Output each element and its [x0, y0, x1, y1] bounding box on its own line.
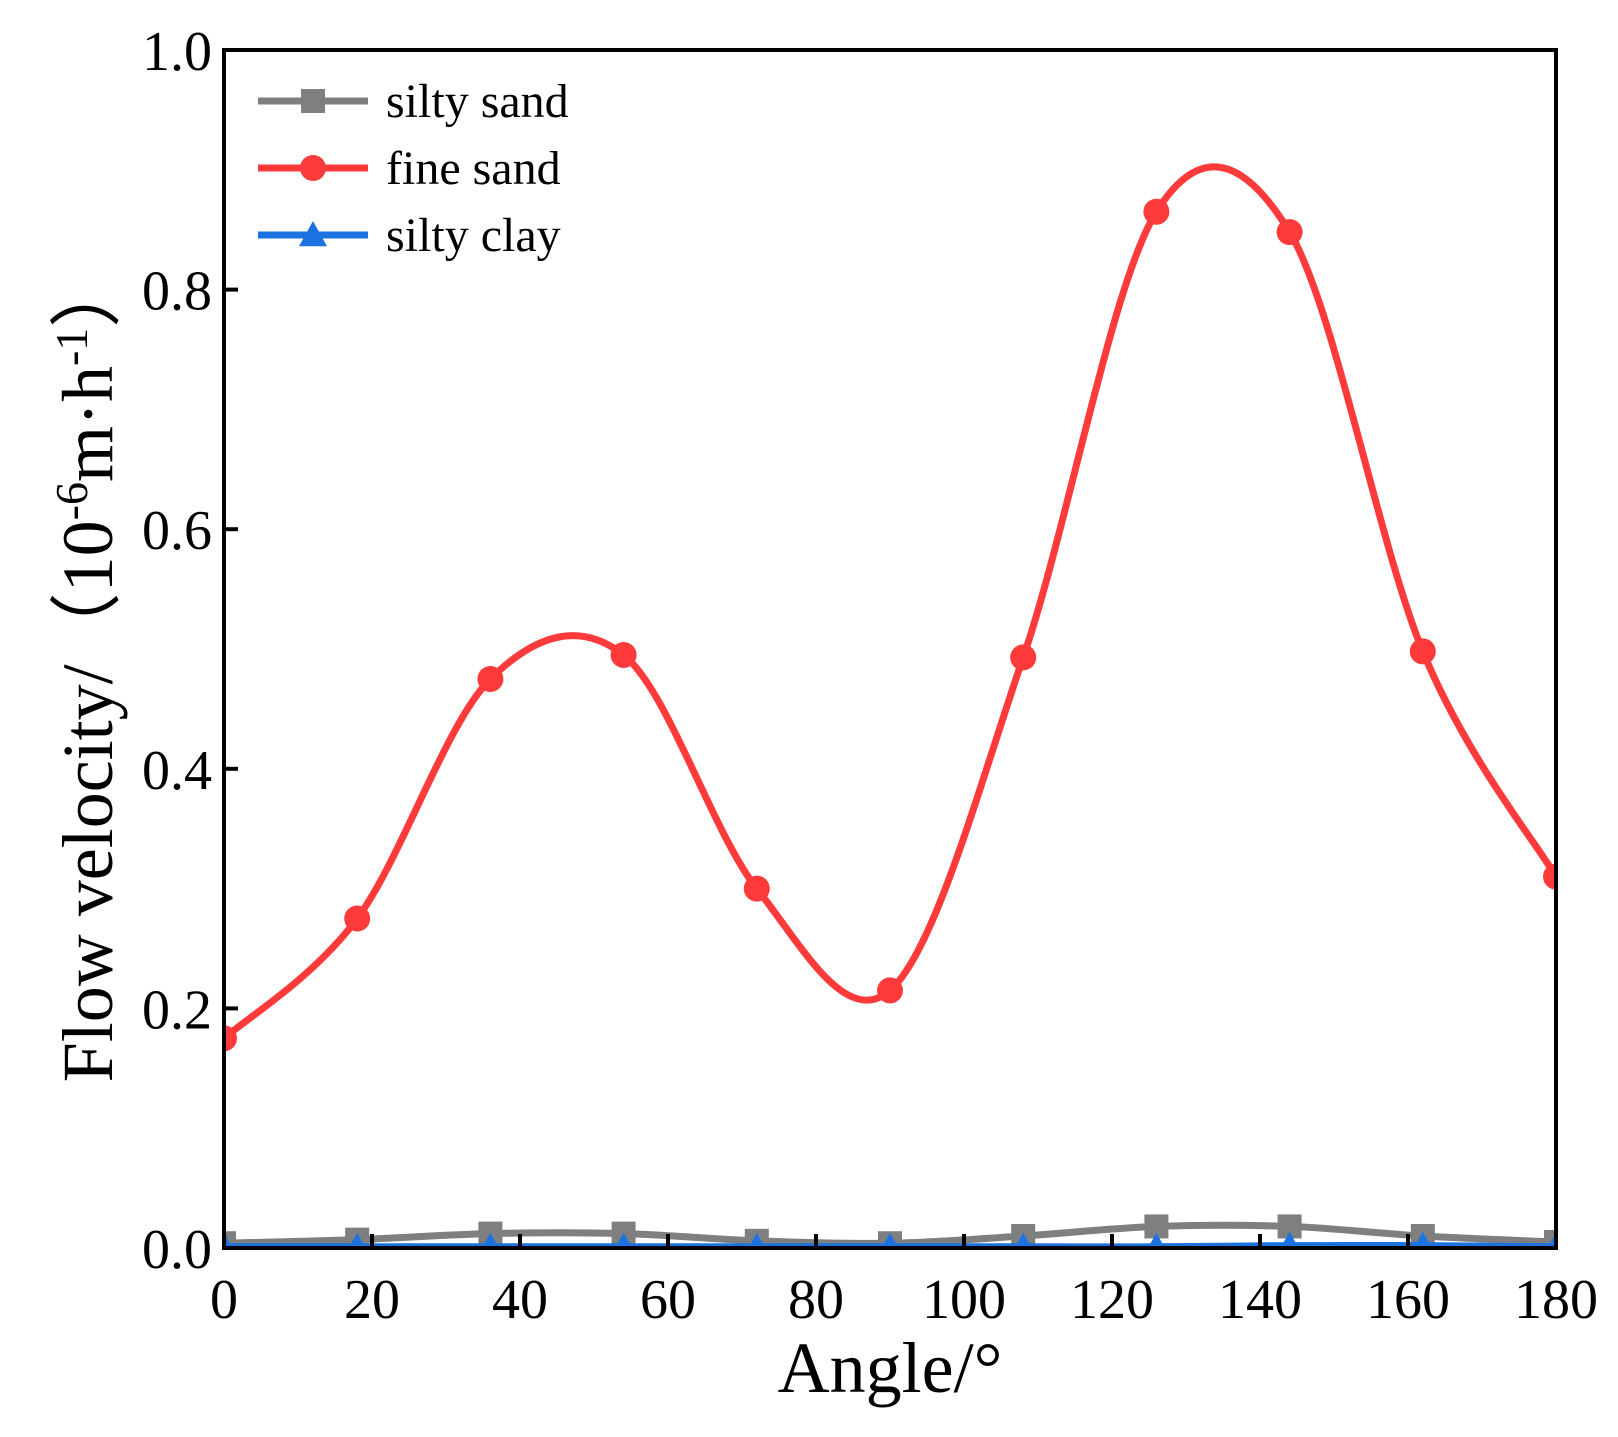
y-axis-title-main: Flow velocity/（10: [48, 520, 128, 1082]
legend: silty sand fine sand silty clay: [258, 75, 569, 262]
y-axis-title-exp2: -1: [46, 328, 97, 366]
y-tick-label: 1.0: [142, 21, 212, 83]
x-tick-label: 20: [344, 1269, 400, 1331]
data-point-silty-clay: [1413, 1231, 1432, 1248]
data-point-fine-sand: [610, 641, 637, 668]
series-layer: [224, 163, 1556, 1248]
data-point-fine-sand: [1010, 644, 1037, 671]
data-point-fine-sand: [743, 875, 770, 902]
data-point-silty-clay: [1147, 1232, 1165, 1248]
y-tick-label: 0.6: [142, 500, 212, 562]
y-axis-ticks: 0.0 0.2 0.4 0.6 0.8 1.0: [142, 21, 238, 1281]
x-tick-label: 100: [922, 1269, 1006, 1331]
data-point-silty-clay: [881, 1232, 899, 1248]
y-axis-title: Flow velocity/（10-6m·h-1）: [46, 256, 129, 1083]
data-point-fine-sand: [1143, 198, 1170, 225]
x-tick-label: 0: [210, 1269, 238, 1331]
y-axis-title-unit: m·h: [48, 366, 128, 482]
data-point-silty-clay: [1280, 1231, 1299, 1248]
y-tick-label: 0.2: [142, 979, 212, 1041]
legend-label: silty sand: [386, 75, 569, 128]
plot-frame: [222, 48, 1558, 1250]
legend-label: fine sand: [386, 142, 561, 195]
data-point-fine-sand: [477, 665, 504, 692]
data-point-silty-clay: [348, 1232, 366, 1248]
data-point-silty-clay: [615, 1232, 633, 1248]
legend-swatch-marker: [299, 221, 327, 247]
series-fine-sand: [224, 163, 1556, 1052]
data-point-silty-clay: [1014, 1232, 1032, 1248]
data-point-silty-clay: [1547, 1232, 1556, 1248]
y-tick-label: 0.4: [142, 740, 212, 802]
data-point-fine-sand: [1409, 638, 1436, 665]
y-axis-title-exp1: -6: [46, 482, 97, 520]
legend-swatch-marker: [301, 89, 325, 113]
x-tick-label: 40: [492, 1269, 548, 1331]
x-axis-ticks: 0 20 40 60 80 100 120 140 160 180: [210, 1234, 1598, 1331]
series-line-fine-sand: [224, 163, 1556, 1041]
y-tick-label: 0.0: [142, 1219, 212, 1281]
x-tick-label: 140: [1218, 1269, 1302, 1331]
legend-item-silty-sand: silty sand: [258, 75, 569, 128]
data-point-fine-sand: [1543, 863, 1556, 890]
y-tick-label: 0.8: [142, 261, 212, 323]
data-point-silty-clay: [224, 1232, 233, 1248]
legend-label: silty clay: [386, 209, 561, 262]
x-tick-label: 60: [640, 1269, 696, 1331]
x-tick-label: 180: [1514, 1269, 1598, 1331]
x-tick-label: 120: [1070, 1269, 1154, 1331]
y-axis-title-close: ）: [48, 256, 128, 328]
data-point-silty-clay: [481, 1232, 499, 1248]
x-axis-title: Angle/°: [778, 1328, 1003, 1408]
data-point-fine-sand: [877, 977, 903, 1004]
x-tick-label: 80: [788, 1269, 844, 1331]
data-point-fine-sand: [344, 905, 371, 932]
data-point-silty-clay: [748, 1232, 766, 1248]
legend-swatch-marker: [300, 155, 326, 181]
data-point-fine-sand: [1276, 219, 1303, 246]
x-tick-label: 160: [1366, 1269, 1450, 1331]
legend-item-silty-clay: silty clay: [258, 209, 561, 262]
legend-item-fine-sand: fine sand: [258, 142, 561, 195]
data-point-fine-sand: [224, 1025, 237, 1052]
